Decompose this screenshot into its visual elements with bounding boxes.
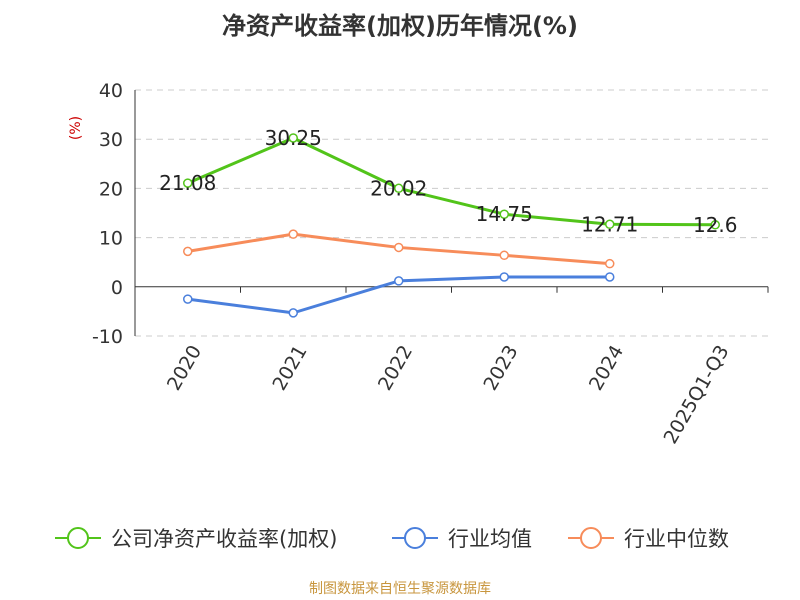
series-lines (183, 133, 720, 318)
legend-marker-icon (67, 527, 89, 549)
data-point-marker (288, 133, 298, 143)
legend-label: 行业均值 (448, 527, 532, 551)
data-point-marker (499, 272, 509, 282)
data-point-marker (183, 246, 193, 257)
data-point-marker (605, 258, 615, 269)
data-point-marker (288, 229, 298, 239)
legend-label: 行业中位数 (624, 527, 729, 551)
data-point-marker (394, 183, 404, 194)
data-label: 12.6 (693, 213, 738, 237)
source-footer: 制图数据来自恒生聚源数据库 (309, 581, 491, 597)
data-point-marker (183, 294, 193, 304)
x-tick-label: 2020 (163, 342, 206, 395)
x-tick-label: 2021 (268, 342, 311, 395)
axes: -10 0 10 20 30 40 2020 2021 2022 2023 2024 2025Q1-Q… (68, 80, 769, 448)
data-point-marker (183, 178, 193, 188)
legend-marker-icon (580, 527, 602, 549)
x-tick-label: 2024 (585, 342, 628, 395)
x-tick-label: 2022 (374, 342, 417, 395)
grid-lines (135, 89, 768, 337)
y-tick-label: 0 (111, 277, 123, 299)
data-point-marker (605, 272, 615, 282)
y-axis-unit-label: (%) (68, 116, 84, 140)
x-tick-label: 2023 (479, 342, 522, 395)
legend-label: 公司净资产收益率(加权) (111, 527, 337, 551)
chart-title: 净资产收益率(加权)历年情况(%) (222, 12, 578, 40)
series-line-0 (187, 136, 716, 227)
data-point-marker (605, 219, 615, 230)
data-label: 14.75 (476, 202, 533, 226)
data-label: 12.71 (581, 212, 638, 236)
x-tick-label: 2025Q1-Q3 (660, 342, 734, 448)
legend-marker-icon (404, 527, 426, 549)
y-tick-label: 40 (99, 80, 123, 102)
y-tick-label: 20 (99, 178, 123, 200)
data-label: 30.25 (265, 126, 322, 150)
data-point-marker (394, 242, 404, 253)
y-tick-label: 10 (99, 228, 123, 250)
data-point-marker (710, 220, 720, 230)
data-labels: 21.08 30.25 20.02 14.75 12.71 12.6 (159, 126, 737, 237)
data-point-marker (499, 250, 509, 261)
data-label: 20.02 (370, 176, 427, 200)
data-point-marker (394, 276, 404, 286)
data-label: 21.08 (159, 171, 216, 195)
legend: 公司净资产收益率(加权) 行业均值 行业中位数 (55, 527, 729, 551)
y-tick-label: -10 (92, 326, 123, 348)
y-tick-label: 30 (99, 129, 123, 151)
data-point-marker (499, 209, 509, 219)
data-point-marker (288, 308, 298, 318)
